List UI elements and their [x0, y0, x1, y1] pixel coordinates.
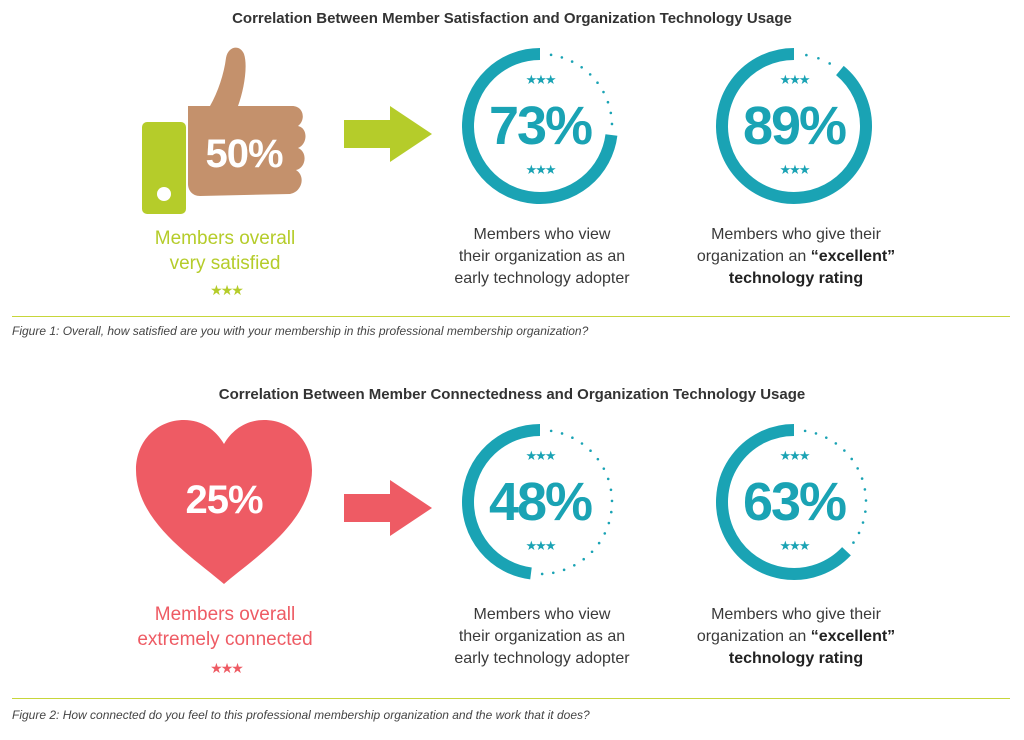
remainder-dot	[606, 100, 610, 104]
early-adopter-percentage: 48%	[488, 472, 593, 532]
remainder-dot	[610, 499, 614, 503]
heart-icon: 25%	[134, 418, 314, 588]
remainder-dot	[861, 521, 865, 524]
remainder-dot	[609, 488, 613, 492]
remainder-dot	[549, 429, 553, 433]
remainder-dot	[803, 429, 807, 433]
excellent-rating-percentage: 63%	[742, 472, 847, 532]
remainder-dot	[560, 56, 564, 59]
connected-percentage: 25%	[185, 478, 263, 522]
remainder-dot	[863, 488, 867, 491]
stars-icon: ★★★	[779, 72, 811, 87]
remainder-dot	[596, 457, 600, 461]
early-adopter-ring: ★★★ 73% ★★★	[460, 46, 640, 226]
remainder-dot	[562, 568, 566, 572]
remainder-dot	[560, 432, 564, 435]
stars-icon: ★★★	[525, 538, 557, 553]
remainder-dot	[824, 436, 828, 439]
remainder-dot	[606, 477, 610, 481]
stars-icon: ★★★	[210, 660, 244, 676]
remainder-dot	[607, 521, 611, 525]
arrow-right-icon	[344, 480, 432, 541]
satisfied-caption: Members overall very satisfied	[154, 228, 296, 274]
remainder-dot	[549, 53, 553, 57]
figure-caption: Figure 1: Overall, how satisfied are you…	[12, 324, 589, 338]
figure-connectedness: Correlation Between Member Connectedness…	[0, 380, 1024, 740]
thumbs-up-icon: 50%	[140, 44, 310, 214]
progress-arc	[716, 424, 851, 580]
figure-caption: Figure 2: How connected do you feel to t…	[12, 708, 590, 722]
divider	[12, 698, 1010, 699]
excellent-rating-ring: ★★★ 89% ★★★	[714, 46, 894, 226]
connected-caption: Members overall extremely connected	[137, 604, 313, 650]
remainder-dot	[602, 467, 606, 470]
remainder-dot	[551, 571, 555, 575]
early-adopter-ring: ★★★ 48% ★★★	[460, 422, 640, 602]
remainder-dot	[860, 477, 864, 480]
remainder-dot	[571, 436, 574, 440]
arrow-right-icon	[344, 106, 432, 167]
remainder-dot	[850, 457, 854, 461]
remainder-dot	[540, 572, 544, 576]
remainder-dot	[834, 442, 838, 445]
early-adopter-caption: Members who view their organization as a…	[454, 226, 630, 287]
excellent-rating-caption: Members who give their organization an “…	[696, 226, 896, 287]
stars-icon: ★★★	[779, 448, 811, 463]
remainder-dot	[590, 550, 594, 554]
progress-arc	[462, 424, 541, 580]
remainder-dot	[580, 442, 584, 445]
progress-arc	[462, 48, 618, 204]
stars-icon: ★★★	[525, 72, 557, 87]
remainder-dot	[843, 449, 846, 452]
remainder-dot	[602, 90, 605, 94]
stars-icon: ★★★	[525, 162, 557, 177]
figure-satisfaction: Correlation Between Member Satisfaction …	[0, 0, 1024, 345]
remainder-dot	[856, 467, 859, 470]
excellent-rating-percentage: 89%	[742, 96, 847, 156]
divider	[12, 316, 1010, 317]
remainder-dot	[589, 449, 592, 453]
remainder-dot	[864, 499, 868, 502]
excellent-rating-caption: Members who give their organization an “…	[696, 606, 896, 667]
early-adopter-caption: Members who view their organization as a…	[454, 606, 630, 667]
stars-icon: ★★★	[779, 538, 811, 553]
remainder-dot	[857, 531, 861, 535]
figure-title: Correlation Between Member Connectedness…	[218, 386, 806, 403]
remainder-dot	[580, 65, 583, 69]
remainder-dot	[570, 60, 574, 63]
remainder-dot	[596, 81, 599, 84]
remainder-dot	[609, 111, 613, 115]
remainder-dot	[597, 541, 601, 545]
remainder-dot	[852, 541, 855, 544]
remainder-dot	[609, 510, 613, 514]
figure-title: Correlation Between Member Satisfaction …	[232, 10, 792, 27]
remainder-dot	[805, 53, 808, 57]
stars-icon: ★★★	[210, 282, 244, 298]
excellent-rating-ring: ★★★ 63% ★★★	[714, 422, 894, 602]
remainder-dot	[817, 56, 820, 60]
progress-arc	[716, 48, 872, 204]
remainder-dot	[610, 122, 614, 126]
remainder-dot	[603, 532, 607, 535]
remainder-dot	[588, 73, 592, 76]
satisfied-percentage: 50%	[205, 132, 283, 176]
remainder-dot	[814, 432, 818, 435]
remainder-dot	[582, 557, 586, 561]
early-adopter-percentage: 73%	[488, 96, 593, 156]
stars-icon: ★★★	[779, 162, 811, 177]
remainder-dot	[864, 510, 867, 513]
remainder-dot	[573, 564, 576, 567]
stars-icon: ★★★	[525, 448, 557, 463]
remainder-dot	[828, 62, 831, 65]
